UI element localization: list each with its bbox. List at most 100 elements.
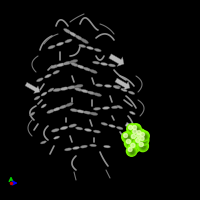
Circle shape — [132, 135, 139, 142]
Circle shape — [129, 126, 133, 130]
Ellipse shape — [30, 112, 35, 116]
Ellipse shape — [79, 44, 86, 48]
Ellipse shape — [94, 93, 102, 96]
Circle shape — [139, 142, 143, 147]
Ellipse shape — [104, 85, 112, 87]
Ellipse shape — [81, 89, 89, 93]
Ellipse shape — [113, 85, 121, 88]
Ellipse shape — [37, 78, 43, 82]
Circle shape — [126, 139, 131, 144]
Circle shape — [139, 132, 143, 137]
Ellipse shape — [113, 86, 120, 89]
Circle shape — [133, 136, 138, 141]
Circle shape — [137, 131, 145, 139]
Circle shape — [135, 132, 139, 136]
Circle shape — [133, 127, 140, 133]
Ellipse shape — [109, 125, 115, 127]
Circle shape — [130, 127, 135, 132]
Ellipse shape — [48, 45, 55, 49]
Circle shape — [136, 138, 144, 147]
Circle shape — [131, 143, 139, 152]
Ellipse shape — [80, 145, 87, 148]
Ellipse shape — [93, 107, 101, 110]
Ellipse shape — [60, 87, 69, 90]
Circle shape — [139, 133, 142, 136]
Circle shape — [126, 146, 137, 156]
Circle shape — [135, 128, 138, 131]
Circle shape — [140, 143, 147, 150]
Circle shape — [128, 148, 136, 156]
Circle shape — [129, 142, 132, 146]
Ellipse shape — [69, 124, 77, 127]
Ellipse shape — [102, 107, 110, 109]
Ellipse shape — [65, 39, 72, 43]
Circle shape — [132, 145, 138, 150]
Circle shape — [131, 124, 141, 134]
Circle shape — [138, 132, 144, 138]
Circle shape — [137, 131, 141, 135]
Circle shape — [141, 144, 146, 149]
Circle shape — [137, 140, 143, 145]
Ellipse shape — [117, 105, 123, 109]
Circle shape — [131, 134, 136, 139]
Ellipse shape — [128, 91, 135, 94]
Circle shape — [140, 133, 149, 141]
Circle shape — [133, 130, 140, 137]
Circle shape — [134, 131, 140, 136]
Circle shape — [128, 148, 132, 152]
Ellipse shape — [66, 103, 73, 107]
Circle shape — [141, 134, 148, 140]
Circle shape — [140, 137, 144, 141]
Polygon shape — [125, 122, 140, 133]
Ellipse shape — [48, 88, 54, 92]
Circle shape — [131, 128, 134, 131]
Circle shape — [124, 135, 131, 141]
Ellipse shape — [72, 147, 80, 149]
Ellipse shape — [65, 148, 72, 151]
Ellipse shape — [111, 106, 119, 109]
Ellipse shape — [75, 35, 83, 40]
Circle shape — [134, 136, 145, 148]
Circle shape — [141, 133, 145, 137]
Circle shape — [143, 135, 146, 138]
Ellipse shape — [75, 84, 83, 88]
Circle shape — [138, 135, 143, 140]
Circle shape — [131, 127, 142, 139]
Ellipse shape — [121, 88, 127, 92]
Ellipse shape — [87, 91, 95, 95]
Circle shape — [141, 138, 147, 144]
Ellipse shape — [60, 126, 68, 130]
Ellipse shape — [70, 109, 78, 112]
Circle shape — [142, 138, 147, 143]
Ellipse shape — [93, 130, 100, 133]
Circle shape — [135, 132, 145, 142]
Circle shape — [139, 142, 148, 151]
Circle shape — [128, 141, 133, 146]
Circle shape — [127, 140, 134, 147]
Circle shape — [138, 141, 142, 145]
Circle shape — [134, 127, 139, 132]
Ellipse shape — [57, 63, 65, 67]
Circle shape — [134, 137, 137, 141]
Ellipse shape — [104, 145, 110, 148]
Circle shape — [139, 131, 149, 141]
Ellipse shape — [84, 129, 92, 131]
Circle shape — [137, 134, 141, 138]
Circle shape — [133, 129, 141, 138]
Ellipse shape — [34, 96, 40, 100]
Ellipse shape — [45, 74, 51, 78]
Polygon shape — [25, 82, 40, 93]
Circle shape — [142, 134, 147, 139]
Circle shape — [129, 149, 135, 155]
Circle shape — [133, 129, 137, 134]
Ellipse shape — [93, 61, 100, 64]
Circle shape — [123, 134, 132, 142]
Ellipse shape — [64, 28, 71, 34]
Ellipse shape — [51, 129, 59, 132]
Ellipse shape — [56, 42, 64, 46]
Circle shape — [142, 145, 145, 149]
Ellipse shape — [129, 111, 135, 115]
Ellipse shape — [90, 69, 97, 73]
Circle shape — [131, 144, 138, 151]
Ellipse shape — [101, 122, 108, 125]
